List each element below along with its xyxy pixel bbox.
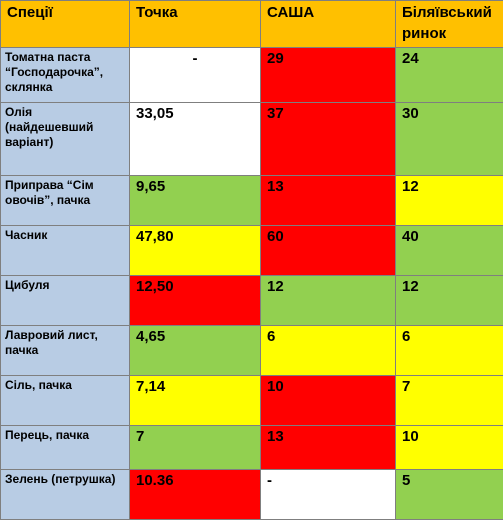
item-label: Томатна паста “Господарочка”, склянка: [0, 47, 130, 103]
price-tochka: 47,80: [129, 225, 261, 276]
item-label: Цибуля: [0, 275, 130, 326]
table-row: Приправа “Сім овочів”, пачка 9,65 13 12: [0, 175, 503, 226]
header-spices: Спеції: [0, 0, 130, 48]
price-bilyaivskyi: 7: [395, 375, 503, 426]
table-row: Часник 47,80 60 40: [0, 225, 503, 276]
item-label: Перець, пачка: [0, 425, 130, 470]
table-row: Цибуля 12,50 12 12: [0, 275, 503, 326]
price-sasha: 6: [260, 325, 396, 376]
price-bilyaivskyi: 40: [395, 225, 503, 276]
item-label: Олія (найдешевший варіант): [0, 102, 130, 176]
item-label: Сіль, пачка: [0, 375, 130, 426]
header-bilyaivskyi: Біляївський ринок: [395, 0, 503, 48]
price-sasha: 37: [260, 102, 396, 176]
item-label: Приправа “Сім овочів”, пачка: [0, 175, 130, 226]
price-sasha: 13: [260, 175, 396, 226]
price-sasha: -: [260, 469, 396, 520]
table-row: Перець, пачка 7 13 10: [0, 425, 503, 470]
item-label: Лавровий лист, пачка: [0, 325, 130, 376]
price-sasha: 10: [260, 375, 396, 426]
table-row: Зелень (петрушка) 10.36-5: [0, 469, 503, 520]
price-tochka: 9,65: [129, 175, 261, 226]
price-bilyaivskyi: 10: [395, 425, 503, 470]
price-sasha: 13: [260, 425, 396, 470]
price-tochka: 4,65: [129, 325, 261, 376]
table-row: Томатна паста “Господарочка”, склянка -29…: [0, 47, 503, 103]
price-tochka: 33,05: [129, 102, 261, 176]
table-row: Сіль, пачка 7,14 10 7: [0, 375, 503, 426]
price-tochka: 7: [129, 425, 261, 470]
price-bilyaivskyi: 6: [395, 325, 503, 376]
price-bilyaivskyi: 12: [395, 175, 503, 226]
price-tochka: 7,14: [129, 375, 261, 426]
price-bilyaivskyi: 12: [395, 275, 503, 326]
item-label: Зелень (петрушка): [0, 469, 130, 520]
item-label: Часник: [0, 225, 130, 276]
price-tochka: -: [129, 47, 261, 103]
table-row: Лавровий лист, пачка 4,65 6 6: [0, 325, 503, 376]
price-bilyaivskyi: 24: [395, 47, 503, 103]
header-tochka: Точка: [129, 0, 261, 48]
price-sasha: 12: [260, 275, 396, 326]
header-row: Спеції Точка САША Біляївський ринок: [0, 0, 503, 48]
price-bilyaivskyi: 5: [395, 469, 503, 520]
header-sasha: САША: [260, 0, 396, 48]
price-bilyaivskyi: 30: [395, 102, 503, 176]
table-row: Олія (найдешевший варіант) 33,05 37 30: [0, 102, 503, 176]
price-sasha: 29: [260, 47, 396, 103]
price-tochka: 12,50: [129, 275, 261, 326]
price-tochka: 10.36: [129, 469, 261, 520]
price-sasha: 60: [260, 225, 396, 276]
